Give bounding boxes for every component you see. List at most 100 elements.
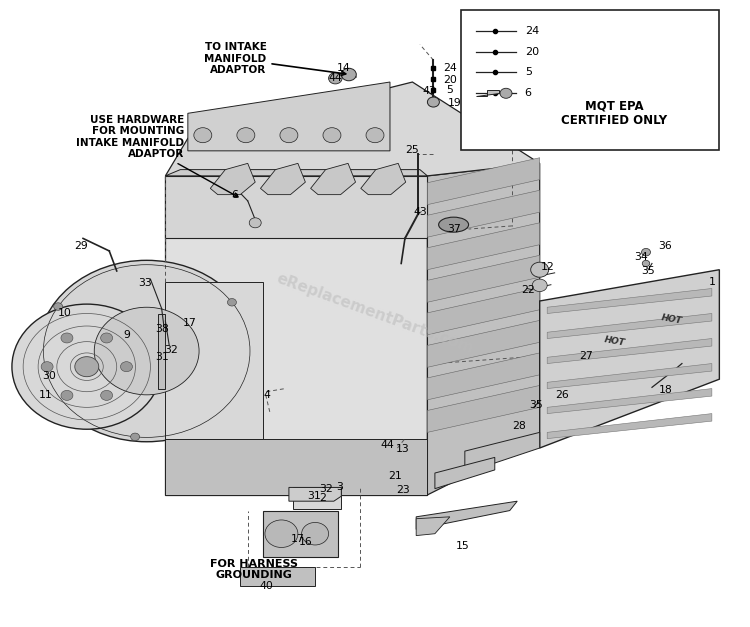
Polygon shape bbox=[240, 567, 315, 586]
Circle shape bbox=[100, 391, 112, 401]
Polygon shape bbox=[465, 433, 540, 473]
Circle shape bbox=[641, 248, 650, 256]
Text: 22: 22 bbox=[521, 285, 536, 295]
Text: 43: 43 bbox=[422, 87, 436, 97]
Circle shape bbox=[500, 88, 512, 98]
Text: 36: 36 bbox=[658, 241, 671, 251]
Circle shape bbox=[249, 218, 261, 228]
Polygon shape bbox=[427, 158, 540, 204]
Text: 9: 9 bbox=[123, 330, 130, 340]
Polygon shape bbox=[361, 164, 406, 194]
Text: 32: 32 bbox=[320, 484, 333, 494]
Text: 37: 37 bbox=[447, 224, 460, 234]
Polygon shape bbox=[289, 487, 341, 501]
Circle shape bbox=[121, 362, 133, 372]
Text: 31: 31 bbox=[307, 491, 320, 501]
Text: 44: 44 bbox=[328, 73, 342, 83]
Polygon shape bbox=[540, 270, 719, 448]
Circle shape bbox=[12, 304, 162, 429]
Circle shape bbox=[61, 333, 73, 343]
Polygon shape bbox=[260, 164, 305, 194]
Polygon shape bbox=[435, 457, 495, 488]
Circle shape bbox=[531, 262, 549, 277]
Polygon shape bbox=[427, 164, 540, 495]
Text: 1: 1 bbox=[709, 277, 716, 287]
Circle shape bbox=[54, 303, 63, 310]
Polygon shape bbox=[427, 223, 540, 270]
Bar bbox=[461, 10, 719, 150]
Text: 24: 24 bbox=[525, 26, 539, 36]
Circle shape bbox=[532, 279, 548, 292]
Polygon shape bbox=[548, 339, 712, 364]
Polygon shape bbox=[548, 364, 712, 389]
Polygon shape bbox=[262, 510, 338, 557]
Text: 25: 25 bbox=[406, 145, 419, 155]
Text: 4: 4 bbox=[263, 390, 270, 400]
Polygon shape bbox=[158, 314, 166, 389]
Polygon shape bbox=[427, 255, 540, 302]
Polygon shape bbox=[166, 176, 428, 495]
Circle shape bbox=[100, 333, 112, 343]
Circle shape bbox=[194, 128, 211, 143]
Text: 5: 5 bbox=[525, 67, 532, 77]
Text: 12: 12 bbox=[540, 261, 554, 271]
Polygon shape bbox=[188, 82, 390, 151]
Text: 21: 21 bbox=[388, 471, 402, 481]
Text: USE HARDWARE
FOR MOUNTING
INTAKE MANIFOLD
ADAPTOR: USE HARDWARE FOR MOUNTING INTAKE MANIFOL… bbox=[76, 115, 238, 197]
Text: 15: 15 bbox=[456, 541, 470, 551]
Text: 32: 32 bbox=[164, 345, 178, 356]
Polygon shape bbox=[427, 288, 540, 335]
Circle shape bbox=[75, 357, 99, 377]
Circle shape bbox=[265, 520, 298, 547]
Polygon shape bbox=[310, 164, 356, 194]
Circle shape bbox=[61, 391, 73, 401]
Polygon shape bbox=[416, 517, 450, 535]
Ellipse shape bbox=[439, 217, 469, 232]
Text: HOT: HOT bbox=[661, 314, 683, 326]
Text: 27: 27 bbox=[579, 351, 593, 361]
Polygon shape bbox=[166, 176, 428, 238]
Circle shape bbox=[328, 73, 342, 84]
Text: 44: 44 bbox=[381, 440, 394, 450]
Text: 5: 5 bbox=[446, 85, 453, 95]
Circle shape bbox=[302, 522, 328, 545]
Circle shape bbox=[94, 307, 199, 395]
Polygon shape bbox=[416, 501, 518, 529]
Polygon shape bbox=[166, 282, 262, 439]
Polygon shape bbox=[427, 190, 540, 237]
Polygon shape bbox=[548, 414, 712, 439]
Text: FOR HARNESS
GROUNDING: FOR HARNESS GROUNDING bbox=[210, 559, 298, 581]
Polygon shape bbox=[548, 288, 712, 314]
Polygon shape bbox=[427, 386, 540, 433]
Text: 13: 13 bbox=[396, 445, 410, 454]
Circle shape bbox=[237, 128, 255, 143]
Text: 38: 38 bbox=[154, 324, 169, 334]
Text: 24: 24 bbox=[443, 63, 457, 73]
Polygon shape bbox=[292, 487, 341, 508]
Text: 19: 19 bbox=[448, 98, 462, 108]
Text: 26: 26 bbox=[555, 390, 569, 400]
Text: 28: 28 bbox=[512, 421, 526, 431]
Circle shape bbox=[366, 128, 384, 143]
Text: 11: 11 bbox=[39, 390, 53, 400]
Text: 40: 40 bbox=[260, 581, 274, 591]
Text: 29: 29 bbox=[75, 241, 88, 251]
Text: 17: 17 bbox=[291, 534, 304, 544]
Circle shape bbox=[38, 260, 255, 442]
Text: 10: 10 bbox=[58, 308, 71, 319]
Circle shape bbox=[341, 68, 356, 81]
Text: 33: 33 bbox=[138, 278, 152, 288]
Text: MQT EPA
CERTIFIED ONLY: MQT EPA CERTIFIED ONLY bbox=[562, 99, 668, 127]
Circle shape bbox=[227, 298, 236, 306]
Text: 20: 20 bbox=[525, 47, 538, 57]
Polygon shape bbox=[166, 82, 540, 176]
Circle shape bbox=[41, 362, 53, 372]
Text: 23: 23 bbox=[396, 485, 410, 495]
Circle shape bbox=[323, 128, 341, 143]
Text: 35: 35 bbox=[641, 266, 655, 276]
Circle shape bbox=[130, 433, 140, 441]
Text: 31: 31 bbox=[154, 352, 169, 362]
Circle shape bbox=[642, 260, 650, 266]
Polygon shape bbox=[548, 314, 712, 339]
Text: 14: 14 bbox=[337, 63, 350, 73]
